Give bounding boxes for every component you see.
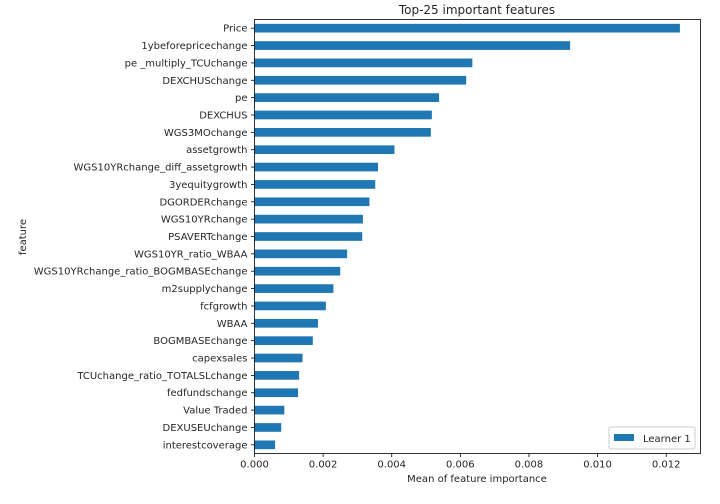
y-tick-label: PSAVERTchange: [168, 232, 247, 243]
legend: Learner 1: [608, 426, 696, 450]
y-tick-label: BOGMBASEchange: [153, 336, 247, 347]
y-tick-label: capexsales: [192, 354, 247, 365]
y-tick-label: Value Traded: [183, 406, 247, 417]
y-tick-label: DEXCHUSchange: [162, 76, 247, 87]
y-tick-label: 1ybeforepricechange: [141, 41, 247, 52]
bar-9: [254, 180, 376, 189]
y-tick-label: fcfgrowth: [200, 301, 247, 312]
y-tick-label: Price: [223, 24, 247, 35]
legend-box: [608, 426, 696, 450]
bar-19: [254, 353, 303, 363]
bar-11: [254, 214, 363, 224]
x-tick-label: 0.002: [309, 460, 338, 471]
bar-3: [254, 75, 467, 85]
bar-10: [254, 197, 370, 207]
y-tick-label: fedfundschange: [167, 388, 248, 399]
x-tick-label: 0.004: [377, 460, 406, 471]
bar-21: [254, 388, 299, 398]
x-tick-label: 0.008: [515, 460, 544, 471]
bar-1: [254, 41, 571, 50]
bar-2: [254, 58, 473, 68]
x-tick-label: 0.006: [446, 460, 475, 471]
y-tick-label: WGS10YRchange: [161, 215, 248, 226]
y-tick-label: DEXCHUS: [199, 110, 247, 121]
y-tick-label: WGS3MOchange: [164, 128, 248, 139]
legend-swatch: [614, 434, 634, 441]
x-axis-label: Mean of feature importance: [407, 474, 547, 485]
y-tick-label: WGS10YRchange_ratio_BOGMBASEchange: [34, 267, 248, 278]
plot-frame: [254, 19, 701, 454]
bar-13: [254, 249, 348, 259]
y-axis-label: feature: [18, 219, 29, 255]
bar-16: [254, 301, 326, 311]
y-tick-label: pe: [235, 93, 248, 104]
bar-8: [254, 162, 379, 172]
y-tick-label: DGORDERchange: [159, 197, 247, 208]
bar-7: [254, 145, 395, 155]
y-tick-label: assetgrowth: [186, 145, 247, 156]
bar-0: [254, 23, 680, 33]
x-tick-label: 0.000: [240, 460, 269, 471]
y-tick-label: TCUchange_ratio_TOTALSLchange: [76, 371, 247, 382]
bar-14: [254, 266, 341, 276]
x-tick-label: 0.012: [652, 460, 681, 471]
y-tick-label: pe _multiply_TCUchange: [125, 58, 248, 69]
y-tick-label: interestcoverage: [163, 440, 248, 451]
bar-5: [254, 110, 432, 120]
bar-18: [254, 336, 313, 345]
y-axis-ticks: Price 1ybeforepricechange pe _multiply_TCU…: [34, 24, 255, 451]
bar-4: [254, 93, 440, 102]
bar-17: [254, 318, 318, 328]
x-axis-ticks: 0.000 0.002 0.004 0.006 0.008 0.010 0.012: [240, 453, 681, 471]
bar-12: [254, 232, 363, 241]
y-tick-label: WGS10YR_ratio_WBAA: [134, 249, 248, 260]
y-tick-label: WGS10YRchange_diff_assetgrowth: [74, 163, 248, 174]
y-tick-label: m2supplychange: [162, 284, 248, 295]
legend-label: Learner 1: [643, 434, 691, 445]
bar-15: [254, 284, 334, 293]
bar-6: [254, 128, 431, 137]
y-tick-label: 3yequitygrowth: [169, 180, 248, 191]
x-tick-label: 0.010: [583, 460, 612, 471]
y-tick-label: WBAA: [217, 319, 248, 330]
chart-title: Top-25 important features: [398, 3, 555, 17]
y-tick-label: DEXUSEUchange: [163, 423, 248, 434]
bars-layer: [254, 23, 680, 450]
bar-20: [254, 371, 300, 380]
bar-23: [254, 423, 282, 432]
bar-24: [254, 440, 276, 450]
bar-22: [254, 405, 285, 415]
